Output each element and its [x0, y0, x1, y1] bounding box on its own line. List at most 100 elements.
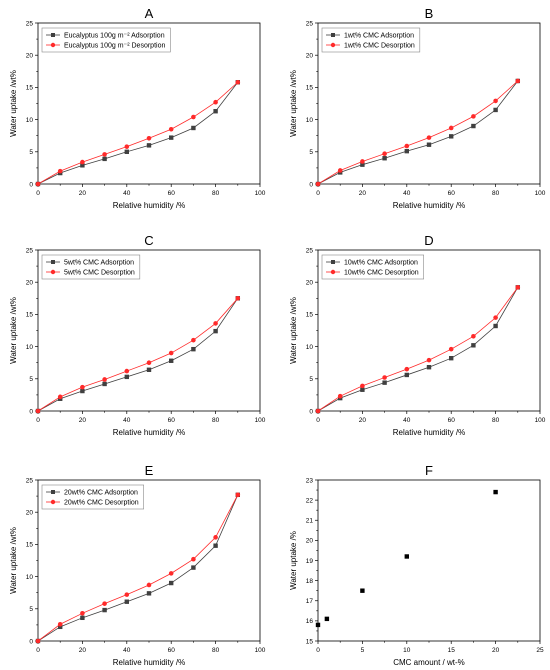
- data-point: [493, 107, 498, 113]
- data-point: [337, 393, 343, 399]
- series-line: [37, 494, 239, 642]
- legend-marker: [50, 499, 56, 505]
- y-axis-label: Water uptake /wt%: [9, 297, 18, 364]
- x-tick-label: 5: [361, 647, 365, 654]
- y-tick-label: 15: [306, 638, 314, 645]
- data-point: [124, 144, 130, 149]
- y-tick-label: 20: [26, 280, 34, 287]
- y-tick-label: 22: [306, 497, 314, 504]
- panel-letter: E: [145, 463, 154, 478]
- data-point: [57, 168, 63, 174]
- data-point: [58, 624, 63, 630]
- data-point: [146, 143, 152, 148]
- y-tick-label: 10: [306, 117, 314, 124]
- x-tick-label: 25: [536, 647, 544, 654]
- data-point: [360, 588, 365, 593]
- x-axis-label: Relative humidity /%: [393, 428, 465, 437]
- data-point: [124, 149, 129, 154]
- data-point: [213, 321, 218, 326]
- data-point: [315, 181, 321, 187]
- data-point: [471, 114, 476, 119]
- legend-label: Eucalyptus 100g m⁻² Adsorption: [64, 32, 165, 39]
- data-point: [191, 565, 196, 570]
- data-point: [35, 181, 41, 187]
- data-point: [57, 394, 63, 400]
- panel-letter: B: [425, 6, 434, 21]
- y-tick-label: 0: [309, 408, 313, 415]
- y-tick-label: 25: [26, 477, 34, 484]
- y-axis-label: Water uptake /wt%: [289, 70, 298, 137]
- x-tick-label: 15: [448, 647, 456, 654]
- data-point: [168, 571, 174, 576]
- data-point: [337, 168, 343, 173]
- y-tick-label: 25: [306, 20, 314, 27]
- plot-frame: [317, 479, 541, 642]
- legend: 5wt% CMC Adsorption 5wt% CMC Desorption: [41, 254, 141, 280]
- data-point: [102, 156, 107, 162]
- data-point: [404, 366, 410, 372]
- data-point: [426, 135, 432, 140]
- data-point: [404, 554, 409, 559]
- data-point: [102, 601, 107, 606]
- legend-box: [41, 254, 141, 280]
- x-tick-label: 60: [448, 190, 456, 197]
- x-tick-label: 80: [212, 417, 220, 424]
- legend-box: [321, 254, 425, 280]
- y-tick-label: 15: [306, 312, 314, 319]
- x-tick-label: 0: [36, 417, 40, 424]
- y-tick-label: 0: [29, 181, 33, 188]
- data-point: [404, 143, 410, 149]
- data-point: [191, 337, 196, 343]
- x-tick-label: 80: [212, 190, 220, 197]
- legend-box: [41, 27, 171, 53]
- data-point: [35, 408, 41, 414]
- y-axis-label: Water uptake /wt%: [289, 297, 298, 364]
- y-tick-label: 18: [306, 578, 314, 585]
- x-axis-label: Relative humidity /%: [113, 201, 185, 210]
- x-axis-label: Relative humidity /%: [393, 201, 465, 210]
- panel-letter: D: [424, 233, 433, 248]
- data-point: [315, 408, 321, 414]
- data-point: [235, 492, 241, 498]
- data-point: [426, 142, 432, 147]
- data-point: [146, 367, 152, 372]
- series-adsorption: [315, 489, 498, 628]
- data-point: [360, 159, 365, 164]
- legend: 10wt% CMC Adsorption 10wt% CMC Desorption: [321, 254, 425, 280]
- x-tick-label: 20: [79, 647, 87, 654]
- legend-label: 5wt% CMC Desorption: [64, 269, 135, 276]
- y-tick-label: 16: [306, 618, 314, 625]
- data-point: [124, 368, 130, 374]
- data-point: [493, 323, 498, 329]
- data-point: [169, 358, 174, 363]
- x-tick-label: 60: [168, 417, 176, 424]
- x-tick-label: 20: [359, 190, 367, 197]
- x-axis-label: Relative humidity /%: [113, 428, 185, 437]
- series-line: [317, 80, 519, 185]
- series-line: [317, 287, 519, 412]
- data-point: [493, 489, 498, 495]
- series-line: [37, 82, 239, 185]
- series-line: [317, 287, 519, 412]
- data-point: [235, 296, 241, 301]
- y-tick-label: 0: [309, 181, 313, 188]
- data-point: [168, 350, 174, 356]
- data-point: [213, 328, 218, 334]
- data-point: [493, 315, 498, 320]
- data-point: [448, 125, 454, 131]
- x-tick-label: 10: [403, 647, 411, 654]
- series-line: [317, 80, 519, 185]
- legend-box: [321, 27, 421, 53]
- series-desorption: [35, 79, 241, 187]
- data-point: [360, 383, 365, 389]
- x-tick-label: 40: [123, 417, 131, 424]
- x-tick-label: 100: [535, 417, 546, 424]
- x-tick-label: 40: [123, 190, 131, 197]
- y-tick-label: 15: [26, 312, 34, 319]
- data-point: [191, 114, 196, 120]
- legend-box: [41, 484, 145, 510]
- x-tick-label: 80: [492, 417, 500, 424]
- y-tick-label: 0: [29, 638, 33, 645]
- data-point: [35, 638, 41, 644]
- y-tick-label: 20: [26, 510, 34, 517]
